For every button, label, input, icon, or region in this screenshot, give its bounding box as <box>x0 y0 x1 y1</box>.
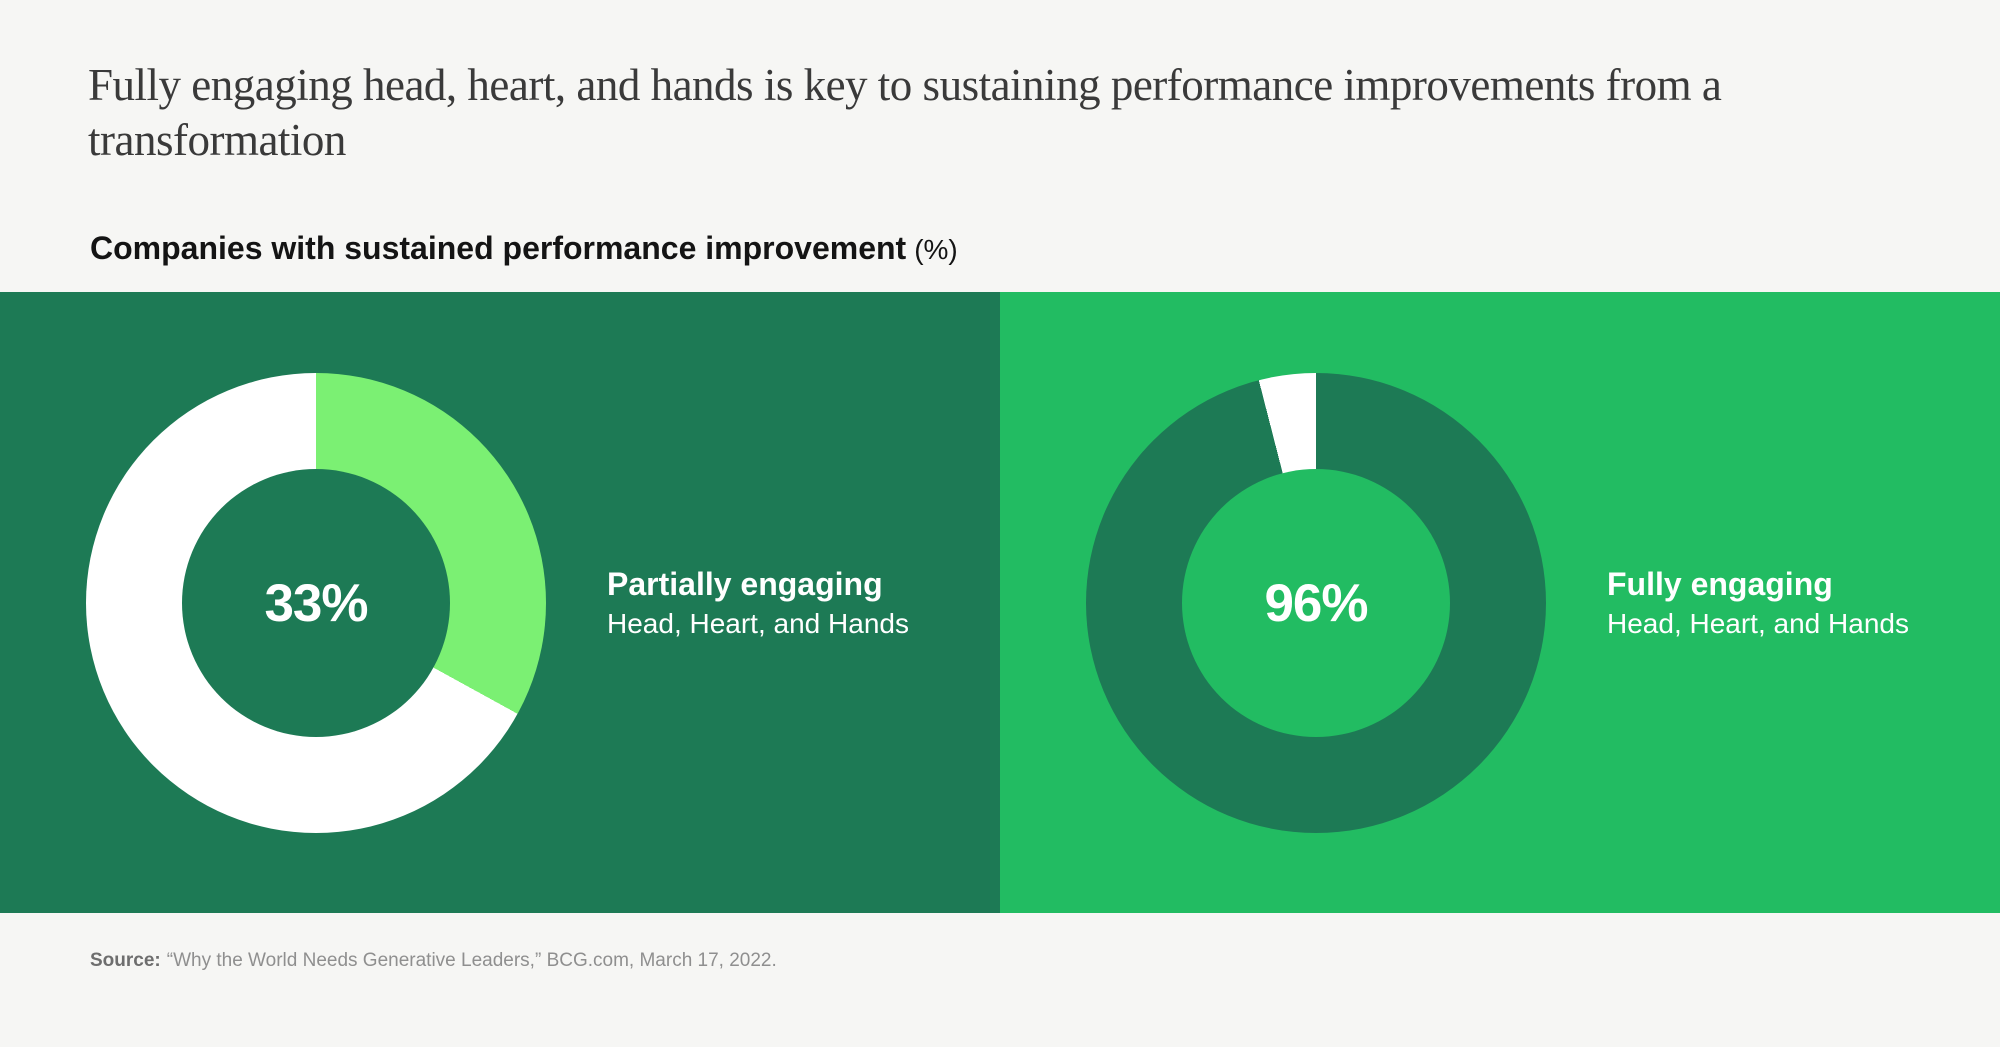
donut-legend-partially-engaging: Partially engaging Head, Heart, and Hand… <box>607 564 909 642</box>
source-note: Source: “Why the World Needs Generative L… <box>90 950 777 972</box>
donut-value-partially-engaging: 33% <box>264 573 368 633</box>
donut-value-fully-engaging: 96% <box>1264 573 1368 633</box>
donut-legend-subtitle: Head, Heart, and Hands <box>607 607 909 639</box>
chart-subtitle: Companies with sustained performance imp… <box>90 230 958 267</box>
donut-hole-partially-engaging: 33% <box>182 469 450 737</box>
donut-legend-subtitle: Head, Heart, and Hands <box>1607 607 1909 639</box>
source-label: Source: <box>90 950 161 971</box>
donut-chart-fully-engaging: 96% <box>1086 373 1546 833</box>
donut-legend-title: Fully engaging <box>1607 566 1833 603</box>
chart-subtitle-unit: (%) <box>914 234 958 265</box>
chart-panels: 33% Partially engaging Head, Heart, and … <box>0 292 2000 913</box>
panel-partially-engaging: 33% Partially engaging Head, Heart, and … <box>0 292 1000 913</box>
page-title: Fully engaging head, heart, and hands is… <box>88 60 1722 165</box>
donut-chart-partially-engaging: 33% <box>86 373 546 833</box>
panel-fully-engaging: 96% Fully engaging Head, Heart, and Hand… <box>1000 292 2000 913</box>
donut-hole-fully-engaging: 96% <box>1182 469 1450 737</box>
source-text: “Why the World Needs Generative Leaders,… <box>166 950 777 971</box>
chart-subtitle-text: Companies with sustained performance imp… <box>90 230 907 266</box>
donut-legend-fully-engaging: Fully engaging Head, Heart, and Hands <box>1607 564 1909 642</box>
donut-legend-title: Partially engaging <box>607 566 883 603</box>
